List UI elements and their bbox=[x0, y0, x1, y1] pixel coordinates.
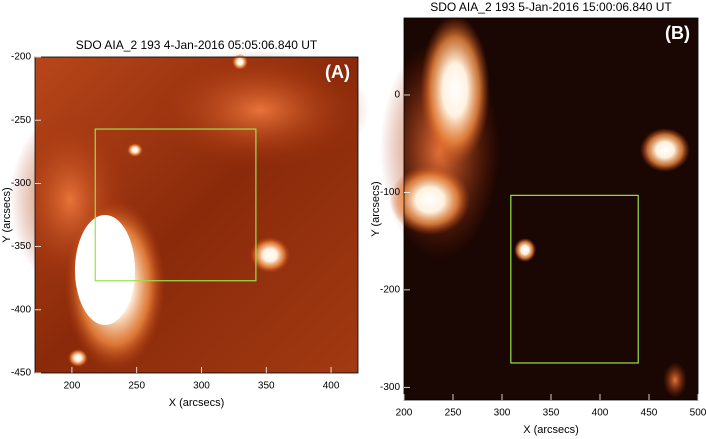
y-tick-label: -450 bbox=[11, 368, 31, 379]
x-tick-label: 350 bbox=[258, 381, 275, 392]
x-tick-label: 350 bbox=[543, 408, 560, 419]
x-tick-label: 250 bbox=[128, 381, 145, 392]
x-axis-label: X (arcsecs) bbox=[169, 397, 225, 409]
panel-title: SDO AIA_2 193 4-Jan-2016 05:05:06.840 UT bbox=[76, 38, 318, 52]
image-a bbox=[10, 50, 370, 373]
y-tick-label: -200 bbox=[11, 52, 31, 63]
x-tick-label: 300 bbox=[193, 381, 210, 392]
region-box bbox=[94, 128, 257, 282]
image-b bbox=[380, 15, 698, 400]
x-tick-label: 250 bbox=[445, 408, 462, 419]
y-tick-label: -400 bbox=[11, 304, 31, 315]
x-tick-label: 300 bbox=[494, 408, 511, 419]
y-axis-label: Y (arcsecs) bbox=[370, 181, 382, 236]
y-tick-label: -300 bbox=[11, 178, 31, 189]
x-tick-label: 400 bbox=[592, 408, 609, 419]
x-tick-label: 200 bbox=[64, 381, 81, 392]
y-axis-label: Y (arcsecs) bbox=[1, 187, 13, 242]
region-box bbox=[510, 194, 639, 364]
y-tick-label: -100 bbox=[380, 187, 400, 198]
panel-label: (B) bbox=[665, 23, 690, 43]
y-tick-label: -350 bbox=[11, 241, 31, 252]
y-tick-label: -300 bbox=[380, 382, 400, 393]
panel-title: SDO AIA_2 193 5-Jan-2016 15:00:06.840 UT bbox=[430, 0, 672, 14]
y-tick-label: 0 bbox=[394, 90, 400, 101]
x-axis-label: X (arcsecs) bbox=[523, 424, 579, 436]
x-tick-label: 200 bbox=[396, 408, 413, 419]
y-tick-label: -250 bbox=[11, 115, 31, 126]
plot-frame bbox=[34, 56, 359, 374]
x-tick-label: 500 bbox=[690, 408, 706, 419]
y-tick-label: -200 bbox=[380, 285, 400, 296]
x-tick-label: 450 bbox=[641, 408, 658, 419]
x-tick-label: 400 bbox=[323, 381, 340, 392]
panel-label: (A) bbox=[325, 62, 350, 82]
